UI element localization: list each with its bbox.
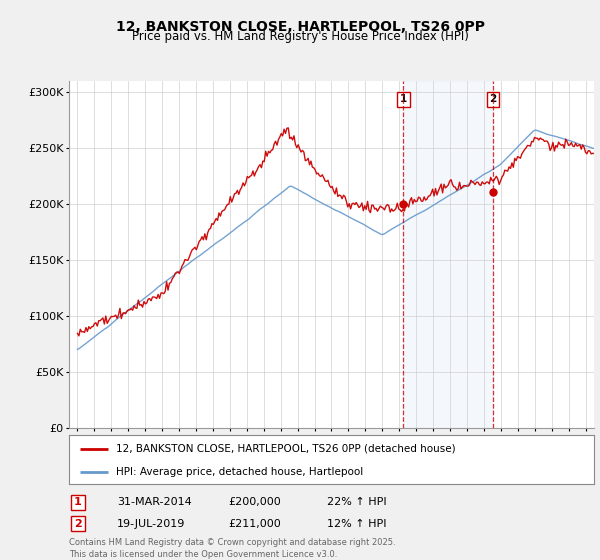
Text: £200,000: £200,000	[228, 497, 281, 507]
Text: 1: 1	[74, 497, 82, 507]
Text: 19-JUL-2019: 19-JUL-2019	[117, 519, 185, 529]
Text: 12, BANKSTON CLOSE, HARTLEPOOL, TS26 0PP (detached house): 12, BANKSTON CLOSE, HARTLEPOOL, TS26 0PP…	[116, 444, 456, 454]
Text: 22% ↑ HPI: 22% ↑ HPI	[327, 497, 386, 507]
Bar	[403, 81, 493, 428]
Text: 2: 2	[490, 94, 497, 104]
Text: 12, BANKSTON CLOSE, HARTLEPOOL, TS26 0PP: 12, BANKSTON CLOSE, HARTLEPOOL, TS26 0PP	[115, 20, 485, 34]
Text: 31-MAR-2014: 31-MAR-2014	[117, 497, 192, 507]
Text: 2: 2	[74, 519, 82, 529]
Text: Price paid vs. HM Land Registry's House Price Index (HPI): Price paid vs. HM Land Registry's House …	[131, 30, 469, 43]
Text: HPI: Average price, detached house, Hartlepool: HPI: Average price, detached house, Hart…	[116, 467, 364, 477]
Text: £211,000: £211,000	[228, 519, 281, 529]
Text: 12% ↑ HPI: 12% ↑ HPI	[327, 519, 386, 529]
Text: 1: 1	[400, 94, 407, 104]
Text: Contains HM Land Registry data © Crown copyright and database right 2025.
This d: Contains HM Land Registry data © Crown c…	[69, 538, 395, 559]
